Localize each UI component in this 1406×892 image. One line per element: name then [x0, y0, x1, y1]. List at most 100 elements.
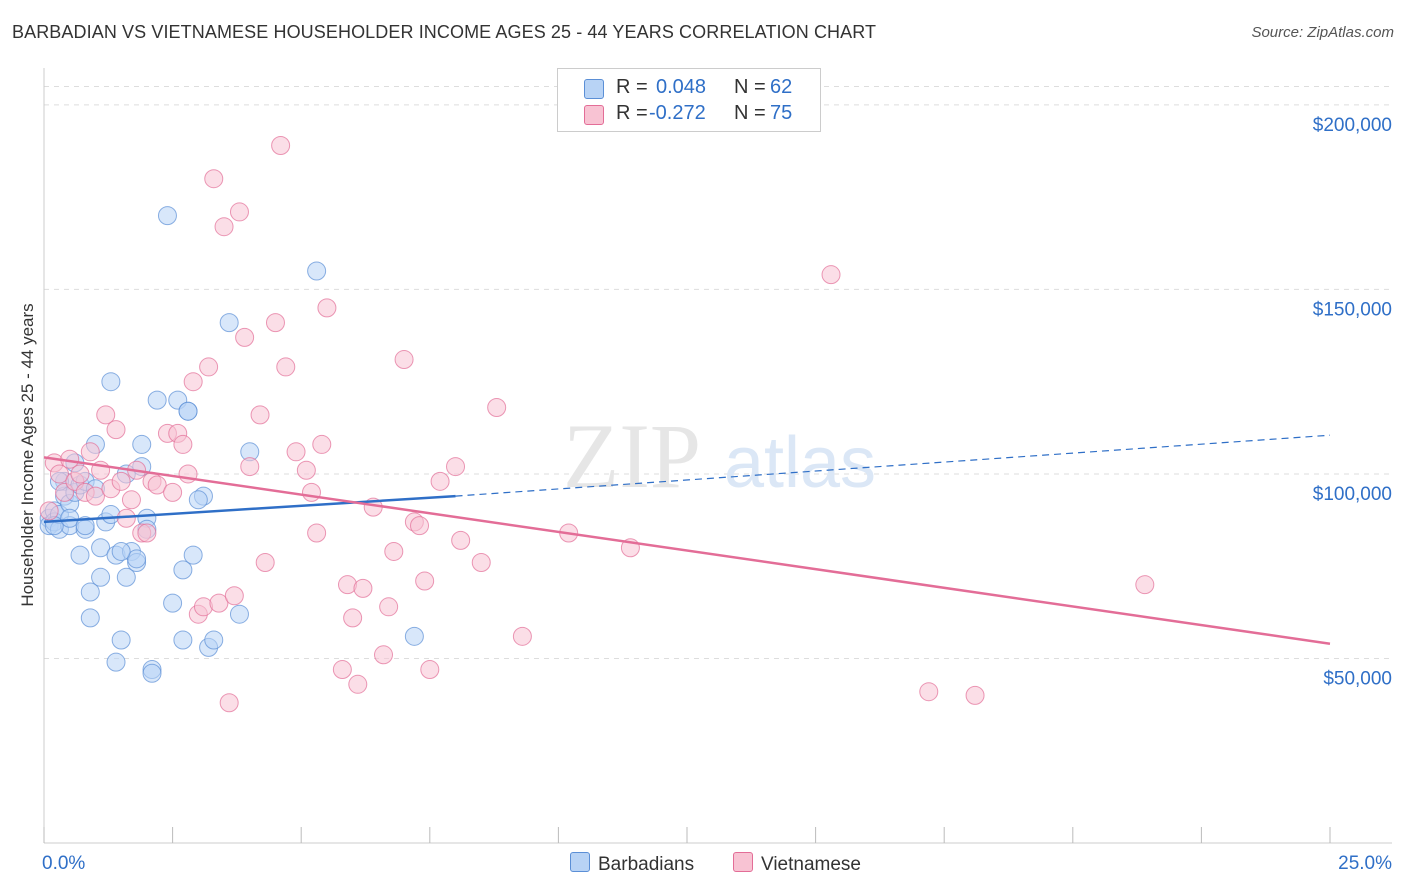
point-barbadians [404, 626, 424, 646]
point-barbadians [307, 261, 327, 281]
y-axis-label: Householder Income Ages 25 - 44 years [18, 303, 37, 607]
trend-vietnamese [43, 456, 1331, 645]
point-barbadians [173, 630, 193, 650]
bottom-legend-barbadians: Barbadians [570, 852, 694, 876]
point-barbadians [111, 541, 131, 561]
point-vietnamese [80, 442, 100, 462]
point-vietnamese [39, 501, 59, 521]
legend-r-value: 0.048 [656, 76, 707, 98]
point-vietnamese [250, 405, 270, 425]
legend-swatch-vietnamese [584, 105, 604, 125]
point-vietnamese [343, 608, 363, 628]
point-barbadians [204, 630, 224, 650]
point-barbadians [183, 545, 203, 565]
legend-swatch-barbadians [584, 79, 604, 99]
point-vietnamese [965, 685, 985, 705]
legend-n-value: 62 [770, 76, 793, 98]
point-barbadians [111, 630, 131, 650]
point-vietnamese [111, 471, 131, 491]
chart-source: Source: ZipAtlas.com [1251, 24, 1394, 41]
point-vietnamese [430, 471, 450, 491]
point-vietnamese [332, 660, 352, 680]
bottom-legend-vietnamese: Vietnamese [733, 852, 861, 876]
point-vietnamese [199, 357, 219, 377]
point-vietnamese [85, 486, 105, 506]
point-barbadians [116, 567, 136, 587]
series-barbadians-points [39, 206, 424, 683]
point-vietnamese [821, 265, 841, 285]
point-vietnamese [374, 645, 394, 665]
point-barbadians [91, 567, 111, 587]
y-tick-label: $100,000 [1313, 484, 1392, 505]
point-vietnamese [296, 460, 316, 480]
point-vietnamese [384, 541, 404, 561]
bottom-legend-swatch-barbadians [570, 852, 590, 872]
point-vietnamese [147, 475, 167, 495]
point-vietnamese [286, 442, 306, 462]
point-vietnamese [96, 405, 116, 425]
bottom-legend-swatch-vietnamese [733, 852, 753, 872]
point-vietnamese [301, 482, 321, 502]
point-vietnamese [235, 327, 255, 347]
point-vietnamese [219, 693, 239, 713]
point-barbadians [127, 549, 147, 569]
bottom-legend-label-barbadians: Barbadians [598, 854, 695, 875]
point-vietnamese [317, 298, 337, 318]
point-vietnamese [224, 586, 244, 606]
x-tick-label: 0.0% [42, 853, 85, 874]
point-barbadians [173, 560, 193, 580]
watermark-atlas: atlas [724, 423, 876, 503]
tick-labels: $50,000 $100,000 $150,000 $200,000 0.0% 25.0% [42, 115, 1392, 874]
point-vietnamese [214, 217, 234, 237]
point-vietnamese [271, 136, 291, 155]
point-vietnamese [379, 597, 399, 617]
point-vietnamese [348, 674, 368, 694]
point-barbadians [80, 582, 100, 602]
point-vietnamese [137, 523, 157, 543]
point-vietnamese [173, 434, 193, 454]
point-vietnamese [204, 169, 224, 189]
legend-r-value: -0.272 [649, 102, 706, 124]
gridlines [44, 85, 1392, 659]
point-barbadians [106, 652, 126, 672]
watermark: ZIP atlas [563, 405, 876, 507]
watermark-zip: ZIP [563, 405, 701, 507]
legend-n-label: N = [734, 76, 766, 98]
x-tick-label: 25.0% [1338, 853, 1392, 874]
point-vietnamese [353, 578, 373, 598]
point-vietnamese [209, 593, 229, 613]
point-vietnamese [276, 357, 296, 377]
y-tick-label: $200,000 [1313, 115, 1392, 136]
point-vietnamese [240, 457, 260, 477]
point-vietnamese [446, 457, 466, 477]
trend-barbadians-extension [455, 434, 1331, 497]
point-barbadians [229, 604, 249, 624]
point-barbadians [70, 545, 90, 565]
y-tick-label: $50,000 [1323, 668, 1392, 689]
bottom-legend-label-vietnamese: Vietnamese [761, 854, 861, 875]
point-barbadians [163, 593, 183, 613]
point-vietnamese [307, 523, 327, 543]
point-vietnamese [919, 682, 939, 702]
point-vietnamese [451, 530, 471, 550]
point-barbadians [142, 663, 162, 683]
point-vietnamese [49, 464, 69, 484]
legend-n-label: N = [734, 102, 766, 124]
point-barbadians [219, 313, 239, 333]
point-vietnamese [312, 434, 332, 454]
legend-row-barbadians: R = 0.048 N = 62 [558, 75, 820, 101]
point-vietnamese [255, 553, 275, 573]
point-vietnamese [70, 464, 90, 484]
point-barbadians [157, 206, 177, 226]
point-vietnamese [471, 553, 491, 573]
point-vietnamese [420, 660, 440, 680]
axes [43, 68, 1392, 844]
point-vietnamese [512, 626, 532, 646]
legend-n-value: 75 [770, 102, 793, 124]
point-vietnamese [106, 420, 126, 440]
point-barbadians [147, 390, 167, 410]
point-barbadians [101, 372, 121, 392]
trend-lines [43, 434, 1331, 645]
legend-r-label: R = [616, 76, 648, 98]
